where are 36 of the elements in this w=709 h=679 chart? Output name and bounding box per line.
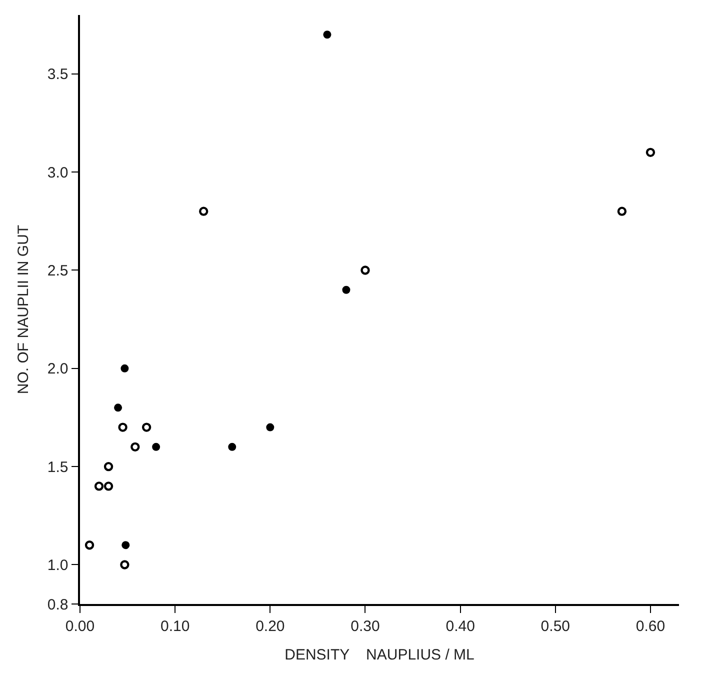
x-tick-label: 0.40 bbox=[446, 618, 475, 635]
point bbox=[228, 442, 236, 451]
y-tick-label: 2.0 bbox=[47, 360, 68, 378]
point bbox=[360, 266, 370, 275]
y-tick-label: 3.5 bbox=[47, 66, 68, 84]
y-tick-label: 1.0 bbox=[47, 556, 68, 574]
point bbox=[130, 442, 140, 452]
point bbox=[646, 148, 656, 158]
point bbox=[342, 286, 350, 294]
x-axis-title: DENSITY NAUPLIUS / ML bbox=[284, 646, 474, 664]
point bbox=[118, 422, 128, 432]
point bbox=[114, 404, 122, 412]
point bbox=[122, 541, 130, 550]
point bbox=[104, 482, 114, 491]
point bbox=[84, 540, 94, 550]
point bbox=[323, 30, 332, 39]
y-tick-label: 0.8 bbox=[47, 596, 68, 614]
point bbox=[120, 364, 129, 372]
x-tick-label: 0.10 bbox=[160, 618, 190, 635]
x-tick-label: 0.00 bbox=[65, 618, 95, 635]
y-tick-label: 2.5 bbox=[47, 262, 68, 280]
x-tick-label: 0.50 bbox=[540, 618, 570, 635]
y-tick-label: 1.5 bbox=[47, 458, 68, 476]
y-axis-title: NO. OF NAUPLII IN GUT bbox=[15, 224, 32, 394]
x-tick-label: 0.60 bbox=[636, 618, 666, 635]
point bbox=[152, 442, 160, 451]
point bbox=[120, 560, 130, 570]
point bbox=[142, 422, 152, 432]
point bbox=[199, 206, 208, 216]
point bbox=[94, 482, 104, 491]
point bbox=[266, 423, 274, 432]
point bbox=[104, 462, 114, 472]
x-tick-label: 0.20 bbox=[256, 618, 285, 635]
y-tick-label: 3.0 bbox=[47, 164, 68, 182]
point bbox=[617, 206, 627, 216]
x-tick-label: 0.30 bbox=[350, 618, 380, 635]
